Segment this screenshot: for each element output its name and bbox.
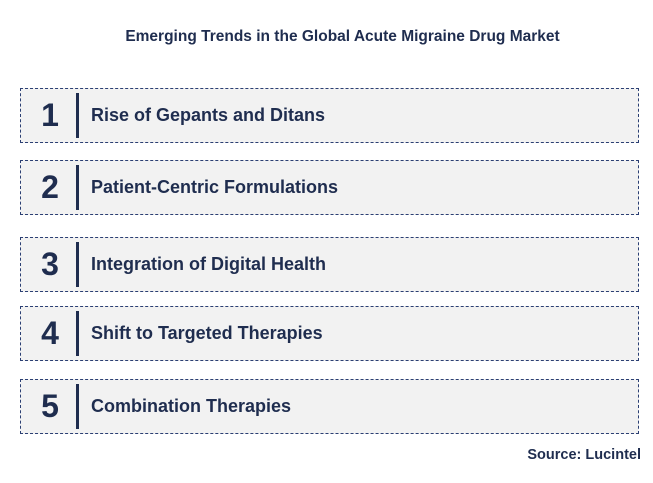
- trend-item-4: 4 Shift to Targeted Therapies: [20, 306, 639, 361]
- trend-label: Patient-Centric Formulations: [91, 177, 339, 197]
- trend-item-1: 1 Rise of Gepants and Ditans: [20, 88, 639, 143]
- trend-item-2: 2 Patient-Centric Formulations: [20, 160, 639, 215]
- trend-divider: [76, 165, 79, 210]
- trend-divider: [76, 384, 79, 429]
- trend-label: Rise of Gepants and Ditans: [91, 105, 326, 125]
- trend-number: 2: [41, 169, 59, 205]
- trend-number: 5: [41, 388, 59, 424]
- trend-label: Integration of Digital Health: [91, 254, 327, 274]
- trend-label: Shift to Targeted Therapies: [91, 323, 323, 343]
- trend-divider: [76, 93, 79, 138]
- trend-divider: [76, 311, 79, 356]
- diagram-title: Emerging Trends in the Global Acute Migr…: [125, 28, 560, 45]
- source-note: Source: Lucintel: [527, 447, 641, 463]
- trend-number: 4: [41, 315, 59, 351]
- trend-label: Combination Therapies: [91, 396, 292, 416]
- trend-number: 1: [41, 97, 59, 133]
- trend-divider: [76, 242, 79, 287]
- trend-number: 3: [41, 246, 59, 282]
- trend-item-3: 3 Integration of Digital Health: [20, 237, 639, 292]
- trend-item-5: 5 Combination Therapies: [20, 379, 639, 434]
